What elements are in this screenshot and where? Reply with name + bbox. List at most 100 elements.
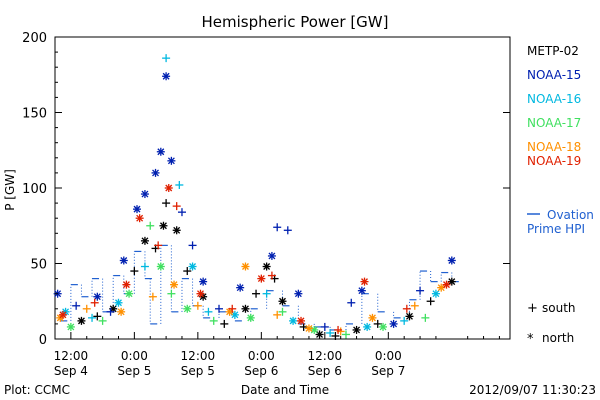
point-noaa-15-north (151, 168, 160, 177)
point-noaa-18-south (410, 301, 419, 310)
footer-plot-credit: Plot: CCMC (4, 383, 70, 397)
x-tick-label-date: Sep 5 (181, 364, 215, 378)
legend-metp-02: METP-02 (527, 44, 579, 58)
point-noaa-17-north (310, 325, 319, 334)
point-noaa-19-north (135, 214, 144, 223)
x-tick-label-time: 12:00 (181, 349, 216, 363)
x-tick-label-time: 12:00 (54, 349, 89, 363)
y-tick-label: 0 (39, 333, 47, 348)
legend-noaa-18: NOAA-18 (527, 140, 581, 154)
point-noaa-18-south (273, 310, 282, 319)
point-noaa-16-south (175, 180, 184, 189)
point-noaa-17-south (341, 330, 350, 339)
footer-timestamp: 2012/09/07 11:30:23 (469, 383, 596, 397)
point-noaa-16-south (262, 289, 271, 298)
y-tick-label: 100 (22, 182, 47, 197)
legend-ovation-line1: Ovation (547, 208, 594, 222)
point-noaa-17-south (421, 313, 430, 322)
point-noaa-16-south (204, 307, 213, 316)
point-noaa-15-north (447, 256, 456, 265)
point-noaa-16-south (400, 316, 409, 325)
point-noaa-15-north (119, 256, 128, 265)
point-noaa-15-north (162, 72, 171, 81)
point-noaa-18-north (117, 307, 126, 316)
x-tick-label-date: Sep 5 (117, 364, 151, 378)
point-noaa-17-south (167, 289, 176, 298)
legend-north-marker: * (527, 332, 534, 347)
point-noaa-15-north (236, 283, 245, 292)
point-metp-02-north (159, 221, 168, 230)
point-noaa-16-south (88, 313, 97, 322)
legend-noaa-17: NOAA-17 (527, 116, 581, 130)
point-noaa-16-north (188, 262, 197, 271)
point-noaa-15-north (93, 292, 102, 301)
point-metp-02-north (315, 330, 324, 339)
point-noaa-16-north (431, 289, 440, 298)
point-noaa-15-north (133, 205, 142, 214)
point-metp-02-south (252, 289, 261, 298)
x-tick-label-date: Sep 7 (371, 364, 405, 378)
point-noaa-15-north (267, 251, 276, 260)
point-noaa-15-north (389, 319, 398, 328)
point-noaa-15-south (188, 241, 197, 250)
point-noaa-19-north (442, 280, 451, 289)
y-tick-label: 150 (22, 107, 47, 122)
x-axis-label: Date and Time (241, 383, 329, 397)
legend-north-label: north (542, 331, 574, 345)
point-metp-02-south (220, 319, 229, 328)
point-noaa-15-south (416, 286, 425, 295)
point-noaa-18-north (241, 262, 250, 271)
point-metp-02-north (405, 312, 414, 321)
point-noaa-16-south (162, 54, 171, 63)
point-noaa-18-north (170, 280, 179, 289)
point-metp-02-north (77, 316, 86, 325)
point-noaa-19-north (122, 280, 131, 289)
point-noaa-17-north (379, 322, 388, 331)
points-layer (53, 54, 456, 340)
point-noaa-19-south (228, 304, 237, 313)
x-tick-label-date: Sep 6 (244, 364, 278, 378)
point-metp-02-south (426, 297, 435, 306)
point-noaa-15-north (294, 289, 303, 298)
point-noaa-15-south (273, 223, 282, 232)
point-noaa-17-south (209, 316, 218, 325)
point-noaa-15-south (320, 322, 329, 331)
point-noaa-15-north (156, 147, 165, 156)
x-tick-label-date: Sep 4 (54, 364, 88, 378)
point-noaa-19-south (172, 202, 181, 211)
point-noaa-15-south (72, 301, 81, 310)
point-noaa-15-north (140, 190, 149, 199)
legend-noaa-16: NOAA-16 (527, 92, 581, 106)
point-noaa-16-north (289, 316, 298, 325)
x-tick-label-date: Sep 6 (308, 364, 342, 378)
ovation-layer (60, 244, 459, 331)
point-noaa-18-south (82, 304, 91, 313)
x-tick-label-time: 0:00 (121, 349, 148, 363)
point-metp-02-south (93, 312, 102, 321)
point-metp-02-north (241, 304, 250, 313)
y-tick-label: 50 (30, 258, 47, 273)
plot-area (53, 36, 511, 340)
point-noaa-18-north (368, 313, 377, 322)
legend: METP-02 NOAA-15 NOAA-16 NOAA-17 NOAA-18 … (527, 44, 594, 347)
point-noaa-17-south (278, 307, 287, 316)
point-noaa-17-north (246, 313, 255, 322)
point-noaa-15-south (106, 307, 115, 316)
point-noaa-15-north (167, 156, 176, 165)
point-noaa-15-south (347, 298, 356, 307)
point-noaa-17-north (156, 262, 165, 271)
legend-south-label: south (542, 301, 576, 315)
point-noaa-16-north (363, 322, 372, 331)
point-noaa-19-north (257, 274, 266, 283)
chart-title: Hemispheric Power [GW] (202, 13, 389, 31)
point-noaa-19-south (334, 325, 343, 334)
y-tick-label: 200 (22, 31, 47, 46)
point-noaa-17-south (146, 221, 155, 230)
point-noaa-19-north (58, 310, 67, 319)
point-noaa-15-north (357, 286, 366, 295)
x-tick-label-time: 12:00 (308, 349, 343, 363)
point-noaa-16-north (114, 298, 123, 307)
point-metp-02-north (140, 236, 149, 245)
